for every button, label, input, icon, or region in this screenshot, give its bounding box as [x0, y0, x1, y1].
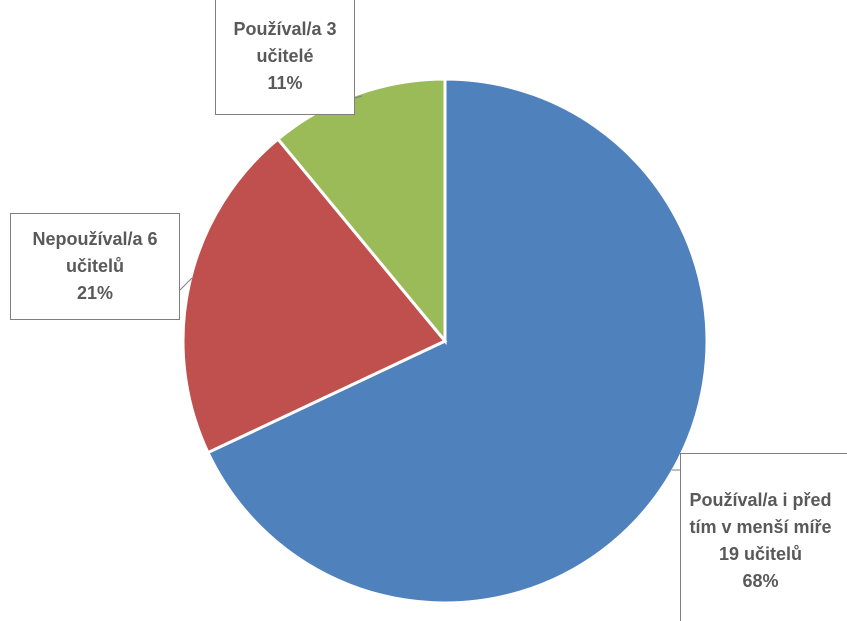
leader-line — [179, 277, 193, 291]
label-category: Nepoužíval/a 6 učitelů — [32, 229, 158, 276]
data-label: Používal/a 3 učitelé 11% — [215, 0, 355, 115]
data-label: Používal/a i před tím v menší míře 19 uč… — [680, 453, 847, 621]
pie-slice — [275, 77, 447, 346]
pie-slice — [205, 77, 709, 605]
data-label: Nepoužíval/a 6 učitelů 21% — [10, 213, 180, 320]
label-value: 68% — [742, 570, 779, 591]
label-category: Používal/a i před tím v menší míře 19 uč… — [689, 489, 832, 564]
label-category: Používal/a 3 učitelé — [233, 19, 337, 66]
label-value: 11% — [267, 73, 303, 93]
pie-slice — [181, 137, 448, 455]
label-value: 21% — [76, 283, 114, 303]
leader-line — [354, 95, 363, 99]
